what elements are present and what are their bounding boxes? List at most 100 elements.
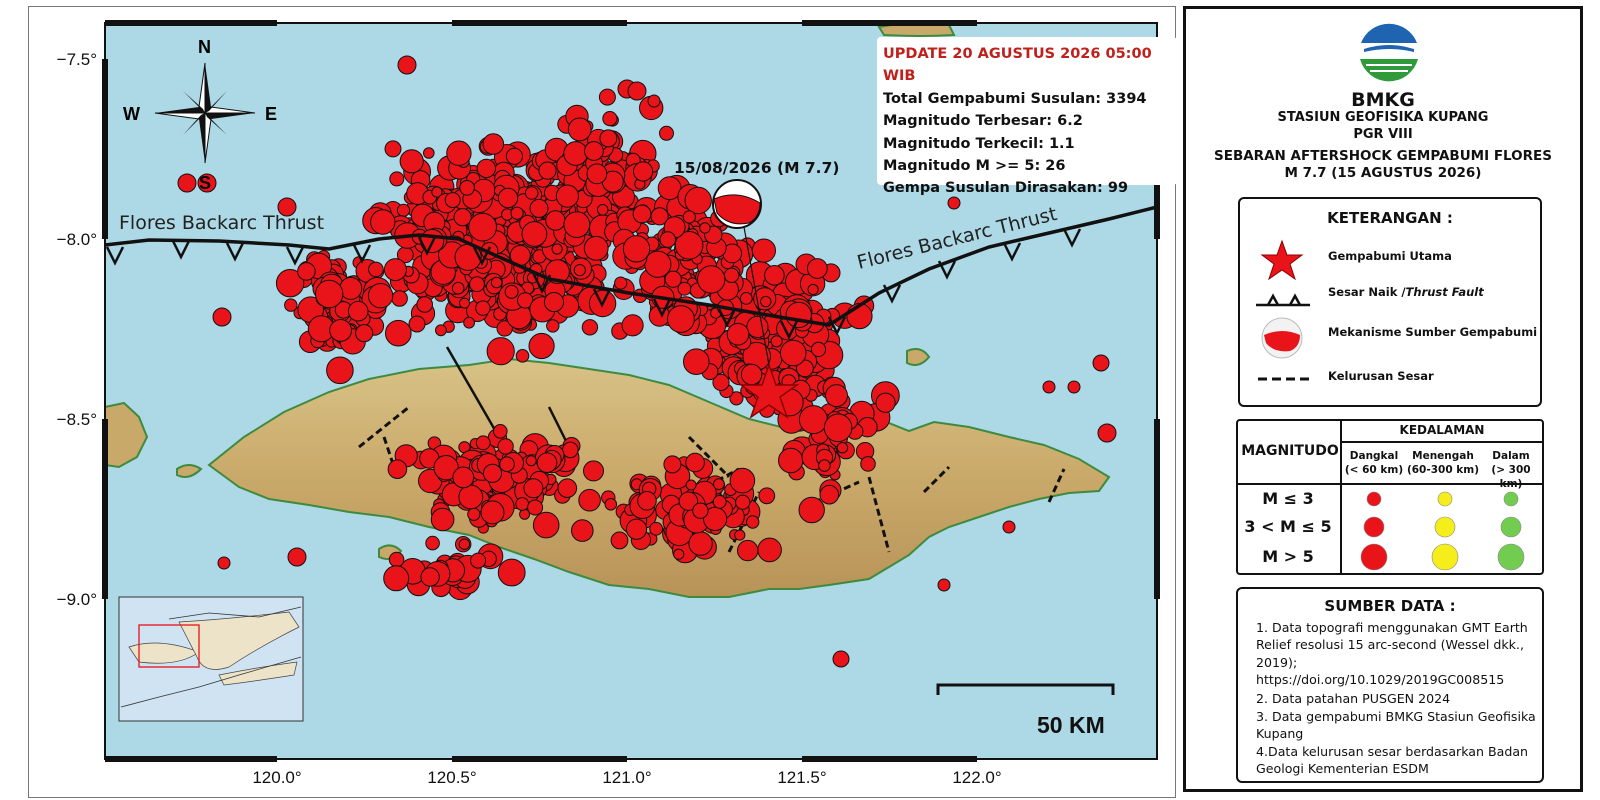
aftershock-marker[interactable]	[604, 498, 618, 511]
aftershock-marker[interactable]	[751, 238, 777, 263]
aftershock-marker[interactable]	[825, 384, 848, 408]
aftershock-marker[interactable]	[1042, 380, 1056, 394]
aftershock-marker[interactable]	[368, 261, 384, 278]
aftershock-marker[interactable]	[212, 307, 232, 327]
aftershock-marker[interactable]	[555, 184, 580, 208]
aftershock-marker[interactable]	[515, 497, 530, 511]
aftershock-marker[interactable]	[633, 161, 654, 182]
aftershock-marker[interactable]	[475, 435, 491, 451]
mainshock-star[interactable]	[738, 362, 800, 419]
aftershock-marker[interactable]	[468, 212, 498, 242]
aftershock-marker[interactable]	[451, 281, 465, 295]
aftershock-marker[interactable]	[476, 158, 496, 179]
aftershock-marker[interactable]	[810, 341, 827, 357]
aftershock-marker[interactable]	[385, 319, 412, 347]
aftershock-marker[interactable]	[470, 552, 487, 569]
aftershock-marker[interactable]	[557, 478, 578, 499]
aftershock-marker[interactable]	[396, 203, 411, 217]
aftershock-marker[interactable]	[621, 314, 644, 337]
aftershock-marker[interactable]	[563, 141, 589, 166]
aftershock-marker[interactable]	[370, 209, 396, 235]
aftershock-marker[interactable]	[217, 556, 231, 570]
aftershock-marker[interactable]	[602, 111, 618, 127]
aftershock-marker[interactable]	[659, 125, 674, 141]
aftershock-marker[interactable]	[614, 276, 628, 290]
aftershock-marker[interactable]	[764, 265, 785, 286]
aftershock-marker[interactable]	[515, 349, 530, 363]
aftershock-marker[interactable]	[798, 405, 828, 435]
aftershock-marker[interactable]	[740, 363, 763, 386]
aftershock-marker[interactable]	[275, 269, 305, 298]
aftershock-marker[interactable]	[284, 298, 298, 312]
aftershock-marker[interactable]	[746, 315, 769, 338]
aftershock-marker[interactable]	[355, 324, 374, 343]
aftershock-marker[interactable]	[578, 488, 601, 512]
aftershock-marker[interactable]	[684, 186, 712, 215]
aftershock-marker[interactable]	[659, 231, 677, 248]
aftershock-marker[interactable]	[1002, 520, 1016, 534]
aftershock-marker[interactable]	[778, 447, 804, 474]
aftershock-marker[interactable]	[383, 258, 407, 282]
aftershock-marker[interactable]	[683, 348, 710, 376]
aftershock-marker[interactable]	[785, 301, 812, 329]
aftershock-marker[interactable]	[567, 117, 592, 142]
aftershock-marker[interactable]	[423, 147, 435, 159]
aftershock-marker[interactable]	[177, 173, 197, 193]
aftershock-marker[interactable]	[497, 438, 514, 455]
aftershock-marker[interactable]	[504, 284, 519, 299]
aftershock-marker[interactable]	[713, 478, 725, 491]
aftershock-marker[interactable]	[734, 529, 746, 541]
aftershock-marker[interactable]	[573, 264, 586, 277]
aftershock-marker[interactable]	[458, 484, 484, 510]
aftershock-marker[interactable]	[493, 424, 508, 439]
aftershock-marker[interactable]	[399, 149, 424, 174]
aftershock-marker[interactable]	[685, 452, 705, 473]
aftershock-marker[interactable]	[692, 502, 709, 519]
aftershock-marker[interactable]	[712, 495, 727, 509]
aftershock-marker[interactable]	[497, 187, 519, 209]
aftershock-marker[interactable]	[486, 337, 515, 366]
aftershock-marker[interactable]	[297, 262, 316, 281]
aftershock-marker[interactable]	[807, 283, 819, 296]
aftershock-marker[interactable]	[806, 258, 828, 279]
aftershock-marker[interactable]	[388, 551, 405, 568]
aftershock-marker[interactable]	[571, 519, 594, 542]
aftershock-marker[interactable]	[770, 335, 783, 348]
aftershock-marker[interactable]	[726, 322, 750, 346]
aftershock-marker[interactable]	[545, 259, 570, 285]
aftershock-marker[interactable]	[796, 359, 814, 378]
aftershock-marker[interactable]	[625, 518, 648, 540]
aftershock-marker[interactable]	[532, 511, 560, 539]
aftershock-marker[interactable]	[329, 319, 353, 342]
aftershock-marker[interactable]	[467, 507, 481, 521]
aftershock-marker[interactable]	[497, 558, 526, 587]
aftershock-marker[interactable]	[819, 484, 840, 505]
aftershock-marker[interactable]	[697, 265, 726, 294]
aftershock-marker[interactable]	[463, 316, 476, 329]
aftershock-marker[interactable]	[758, 487, 776, 505]
aftershock-marker[interactable]	[435, 324, 447, 337]
aftershock-marker[interactable]	[875, 392, 896, 413]
aftershock-marker[interactable]	[505, 147, 523, 165]
aftershock-marker[interactable]	[1097, 423, 1117, 443]
aftershock-marker[interactable]	[523, 478, 544, 499]
aftershock-marker[interactable]	[596, 204, 609, 216]
aftershock-marker[interactable]	[583, 235, 609, 261]
aftershock-marker[interactable]	[453, 208, 472, 227]
aftershock-marker[interactable]	[737, 539, 759, 562]
aftershock-marker[interactable]	[416, 296, 434, 313]
aftershock-marker[interactable]	[688, 531, 713, 556]
aftershock-marker[interactable]	[528, 332, 555, 360]
aftershock-marker[interactable]	[425, 535, 440, 551]
aftershock-marker[interactable]	[536, 452, 558, 474]
focal-mechanism-icon[interactable]	[712, 179, 762, 229]
aftershock-marker[interactable]	[524, 186, 539, 200]
aftershock-marker[interactable]	[367, 283, 394, 309]
aftershock-marker[interactable]	[581, 319, 599, 336]
aftershock-marker[interactable]	[446, 140, 472, 166]
aftershock-marker[interactable]	[729, 391, 744, 406]
aftershock-marker[interactable]	[937, 578, 951, 592]
aftershock-marker[interactable]	[667, 305, 695, 333]
aftershock-marker[interactable]	[586, 163, 608, 185]
aftershock-marker[interactable]	[444, 192, 461, 209]
